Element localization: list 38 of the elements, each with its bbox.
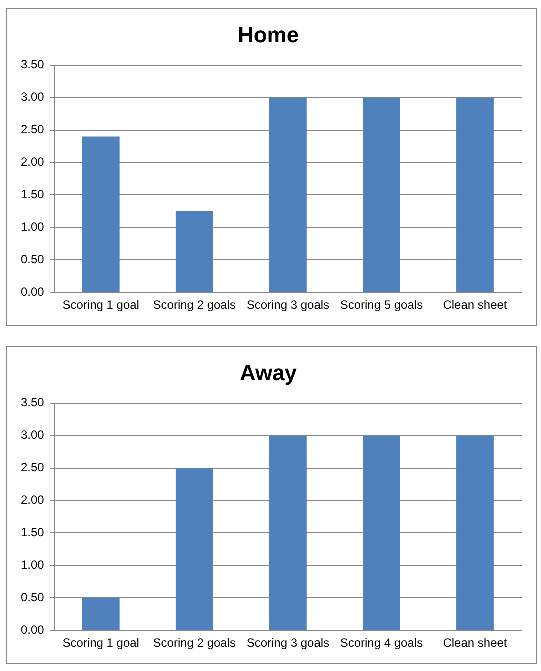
bar: [82, 598, 120, 630]
x-tick-label: Scoring 4 goals: [340, 636, 424, 650]
x-tick-label: Clean sheet: [443, 636, 508, 650]
x-tick-label: Clean sheet: [443, 298, 508, 312]
x-tick-label: Scoring 3 goals: [246, 636, 330, 650]
y-tick-label: 0.00: [20, 284, 45, 299]
y-tick-label: 3.00: [20, 90, 45, 104]
x-tick-label: Scoring 5 goals: [340, 298, 424, 312]
y-tick-label: 2.50: [20, 460, 45, 475]
bar: [269, 436, 307, 630]
bar: [176, 211, 214, 292]
x-tick-label: Scoring 3 goals: [246, 298, 330, 312]
y-tick-label: 0.00: [20, 622, 45, 637]
y-tick-label: 1.00: [20, 220, 45, 234]
y-tick-label: 2.00: [20, 155, 45, 170]
x-tick-label: Scoring 2 goals: [153, 298, 236, 312]
y-tick-label: 3.50: [20, 396, 45, 410]
bar: [176, 468, 214, 630]
y-tick-label: 1.50: [20, 526, 45, 540]
y-tick-label: 0.50: [20, 590, 45, 604]
bar: [456, 98, 494, 292]
y-tick-label: 0.50: [20, 252, 45, 266]
y-tick-label: 3.00: [20, 428, 45, 442]
bar: [363, 436, 400, 630]
bar: [456, 436, 494, 630]
bar: [269, 98, 307, 292]
y-tick-label: 3.50: [20, 58, 45, 72]
x-tick-label: Scoring 2 goals: [153, 636, 236, 650]
chart-title: Away: [240, 360, 298, 386]
x-tick-label: Scoring 1 goal: [62, 636, 140, 650]
chart-title: Home: [238, 22, 300, 48]
y-tick-label: 1.50: [20, 188, 45, 202]
x-tick-label: Scoring 1 goal: [62, 298, 140, 312]
y-tick-label: 1.00: [20, 558, 45, 572]
y-tick-label: 2.00: [20, 493, 45, 508]
y-tick-label: 2.50: [20, 122, 45, 137]
bar: [363, 98, 400, 292]
bar: [82, 136, 120, 292]
